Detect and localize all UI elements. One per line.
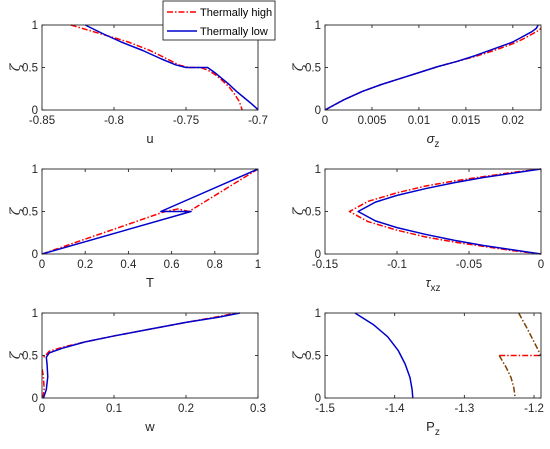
x-tick-label: 0.3 <box>250 403 266 415</box>
x-tick-label: 0.8 <box>207 259 223 271</box>
y-axis-label: ζ <box>291 350 307 359</box>
y-tick-label: 1 <box>315 164 321 176</box>
x-axis-label-base: τ <box>426 275 432 290</box>
x-tick-label: 0 <box>538 259 544 271</box>
y-axis-label: ζ <box>291 62 307 71</box>
series-group <box>42 312 241 399</box>
subplot-sigma-z: 0 0.005 0.01 0.015 0.02 0 0.5 1 σz ζ <box>291 20 542 150</box>
x-tick-label: -0.15 <box>312 259 338 271</box>
series-group <box>42 168 258 255</box>
y-tick-label: 0 <box>32 393 38 405</box>
series-line-thermally-low-P_z <box>354 312 414 399</box>
series-line-thermally-low-u <box>84 24 258 111</box>
y-tick-label: 0 <box>315 105 321 117</box>
x-axis-label: w <box>144 419 155 434</box>
x-tick-label: -0.05 <box>456 259 482 271</box>
x-tick-label: -1.3 <box>454 403 474 415</box>
y-tick-label: 0 <box>315 249 321 261</box>
x-axis-label-base: σ <box>427 131 436 146</box>
y-tick-label: 0.5 <box>305 351 321 363</box>
y-tick-label: 0.5 <box>305 63 321 75</box>
series-line-thermally-high-w <box>42 312 237 399</box>
x-tick-label: 0.6 <box>164 259 180 271</box>
y-tick-label: 0.5 <box>22 207 38 219</box>
x-tick-label: 0.2 <box>178 403 194 415</box>
x-tick-label: 0.015 <box>451 115 480 127</box>
x-axis-label-base: P <box>426 419 435 434</box>
y-tick-label: 0 <box>32 105 38 117</box>
legend-label-thermally-high: Thermally high <box>200 7 272 19</box>
series-line-thermally-high-P_z <box>498 355 516 399</box>
x-axis-label-sub: xz <box>430 283 440 294</box>
x-tick-label: -0.8 <box>104 115 124 127</box>
subplot-tau-xz: -0.15 -0.1 -0.05 0 0 0.5 1 τxz ζ <box>291 164 544 294</box>
x-tick-label: 1 <box>255 259 261 271</box>
x-axis-label: σz <box>427 131 440 150</box>
x-tick-label: 0.02 <box>502 115 524 127</box>
series-group <box>325 24 541 111</box>
y-tick-label: 0.5 <box>22 351 38 363</box>
x-tick-label: -1.5 <box>315 403 335 415</box>
x-tick-label: -0.75 <box>173 115 199 127</box>
series-group <box>354 312 541 399</box>
series-line-thermally-high-u <box>70 24 243 111</box>
x-tick-label: 0.01 <box>408 115 430 127</box>
subplot-t: 0 0.2 0.4 0.6 0.8 1 0 0.5 1 Tζ <box>8 164 261 290</box>
series-line-thermally-high-tau_xz <box>348 168 541 255</box>
y-tick-label: 1 <box>315 308 321 320</box>
x-tick-label: 0.1 <box>106 403 122 415</box>
x-axis-label-sub: z <box>434 139 439 150</box>
y-axis-label: ζ <box>291 206 307 215</box>
series-group <box>348 168 541 255</box>
x-tick-label: -0.85 <box>29 115 55 127</box>
x-axis-label: T <box>146 275 154 290</box>
x-tick-label: 0.2 <box>77 259 93 271</box>
series-line-thermally-high-T <box>42 168 258 255</box>
y-tick-label: 0 <box>32 249 38 261</box>
axes-box <box>41 312 259 399</box>
series-line-thermally-low-T <box>42 168 258 255</box>
x-tick-label: -1.4 <box>385 403 405 415</box>
x-axis-label: τxz <box>426 275 441 294</box>
x-axis-label: Pz <box>426 419 440 438</box>
legend-label-thermally-low: Thermally low <box>200 26 268 38</box>
y-tick-label: 0 <box>315 393 321 405</box>
series-line-thermally-low-w <box>42 312 241 399</box>
y-tick-label: 0.5 <box>22 63 38 75</box>
x-tick-label: 0 <box>39 403 45 415</box>
series-line-thermally-low-sigma_z <box>325 24 539 111</box>
series-line-thermally-high-P_z <box>518 312 541 356</box>
x-axis-label: u <box>146 131 153 146</box>
x-tick-label: 0.4 <box>120 259 137 271</box>
y-axis-label: ζ <box>8 206 24 215</box>
x-axis-label-base: T <box>146 275 154 290</box>
x-tick-label: 0.005 <box>358 115 387 127</box>
legend: Thermally high Thermally low <box>162 0 276 41</box>
x-tick-label: -1.2 <box>524 403 544 415</box>
y-tick-label: 1 <box>32 20 38 32</box>
y-axis-label: ζ <box>8 350 24 359</box>
x-tick-label: 0 <box>322 115 328 127</box>
y-tick-label: 0.5 <box>305 207 321 219</box>
y-tick-label: 1 <box>32 308 38 320</box>
subplot-u: -0.85 -0.8 -0.75 -0.7 0 0.5 1 u ζ <box>8 20 268 146</box>
x-tick-label: 0 <box>39 259 45 271</box>
subplot-w: 0 0.1 0.2 0.3 0 0.5 1 w ζ <box>8 308 266 434</box>
x-axis-label-base: u <box>146 131 153 146</box>
y-tick-label: 1 <box>315 20 321 32</box>
y-axis-label: ζ <box>8 62 24 71</box>
axes-box <box>41 168 259 255</box>
x-tick-label: -0.1 <box>387 259 407 271</box>
series-group <box>70 24 258 111</box>
series-line-thermally-low-tau_xz <box>357 168 541 255</box>
y-tick-label: 1 <box>32 164 38 176</box>
subplot-pz: -1.5 -1.4 -1.3 -1.2 0 0.5 1 Pz ζ <box>291 308 544 438</box>
legend-box <box>162 0 276 41</box>
x-tick-label: -0.7 <box>248 115 268 127</box>
x-axis-label-base: w <box>144 419 155 434</box>
x-axis-label-sub: z <box>435 427 440 438</box>
